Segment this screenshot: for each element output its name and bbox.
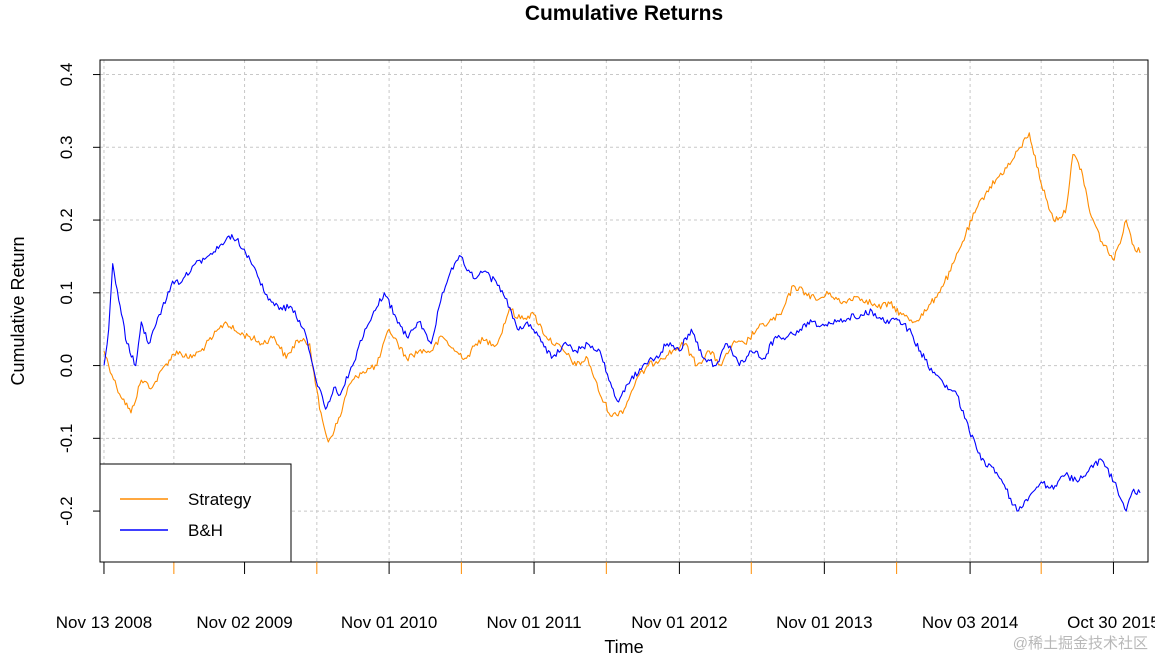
x-tick-label: Nov 03 2014 [922, 613, 1018, 632]
grid-lines [100, 60, 1148, 562]
x-axis-label: Time [604, 637, 643, 657]
y-tick-label: 0.0 [57, 354, 76, 378]
y-tick-label: 0.1 [57, 281, 76, 305]
y-tick-label: -0.1 [57, 424, 76, 453]
y-axis-label: Cumulative Return [8, 236, 28, 385]
y-tick-label: 0.3 [57, 135, 76, 159]
y-tick-label: -0.2 [57, 496, 76, 525]
x-tick-label: Nov 01 2010 [341, 613, 437, 632]
series-line-bh [103, 234, 1141, 512]
x-axis: Nov 13 2008 Nov 02 2009 Nov 01 2010 Nov 01 … [56, 562, 1155, 632]
series-line-strategy [103, 132, 1141, 443]
chart-title: Cumulative Returns [525, 2, 723, 25]
x-tick-label: Oct 30 2015 [1067, 613, 1155, 632]
x-tick-label: Nov 13 2008 [56, 613, 152, 632]
x-tick-label: Nov 01 2011 [486, 613, 581, 632]
x-tick-label: Nov 02 2009 [196, 613, 292, 632]
series-layer [103, 132, 1141, 512]
legend-label-strategy: Strategy [188, 490, 252, 509]
plot-frame [99, 59, 1149, 563]
watermark: @稀土掘金技术社区 [1013, 635, 1148, 652]
x-tick-label: Nov 01 2012 [631, 613, 727, 632]
x-tick-label: Nov 01 2013 [776, 613, 872, 632]
y-tick-label: 0.4 [57, 63, 76, 87]
y-tick-label: 0.2 [57, 208, 76, 232]
legend: Strategy B&H [99, 463, 292, 563]
y-axis: -0.2 -0.1 0.0 0.1 0.2 0.3 0.4 [57, 63, 100, 526]
legend-box [99, 463, 292, 563]
legend-label-bh: B&H [188, 521, 223, 540]
